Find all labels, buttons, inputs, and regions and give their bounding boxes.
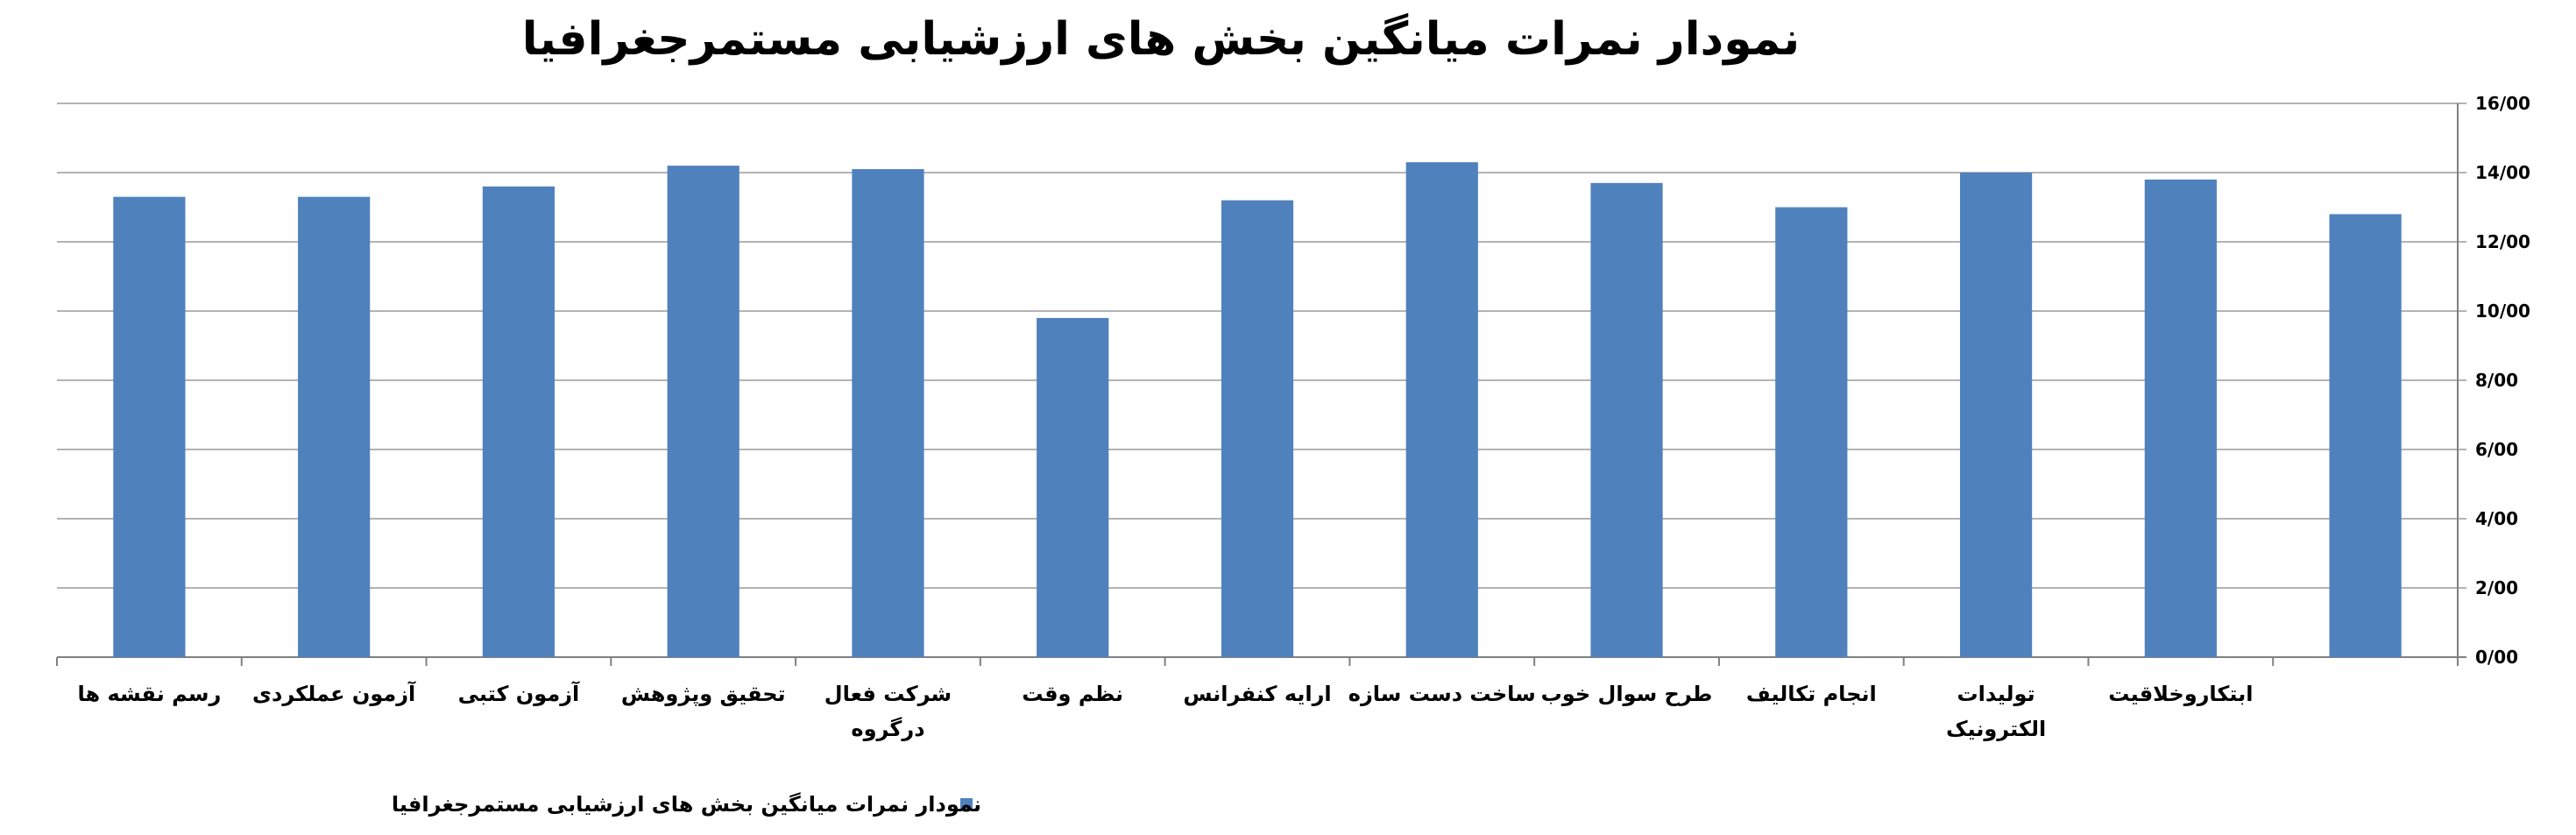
bar (1590, 182, 1663, 658)
y-tick-label: 2/00 (2475, 577, 2518, 598)
bar (1775, 207, 1848, 657)
y-tick-label: 8/00 (2475, 370, 2518, 391)
y-axis-ticks: 0/00 2/00 4/00 6/00 8/00 10/00 12/00 14/00 16/00 (2475, 93, 2530, 668)
y-tick-label: 6/00 (2475, 439, 2518, 460)
bar (667, 166, 740, 658)
bar (1037, 317, 1109, 657)
legend-swatch (960, 798, 973, 810)
category-label: تولیدات (1957, 682, 2035, 706)
bar (2329, 214, 2402, 657)
category-label: آزمون عملکردی (252, 681, 416, 706)
category-label: شرکت فعال (824, 682, 952, 706)
category-label: آزمون کتبی (458, 681, 580, 706)
bar (482, 186, 556, 658)
y-tick-label: 4/00 (2475, 508, 2518, 529)
chart-title: نمودار نمرات میانگین بخش های ارزشیابی مس… (522, 12, 1800, 66)
bar (298, 196, 371, 657)
category-labels: رسم نقشه ها آزمون عملکردی آزمون کتبی تحقیق … (77, 681, 2253, 741)
bar (1221, 200, 1294, 658)
bar (113, 196, 186, 657)
category-label: رسم نقشه ها (77, 682, 221, 706)
bar (1959, 173, 2033, 657)
y-tick-label: 12/00 (2475, 231, 2530, 252)
category-label: انجام تکالیف (1746, 682, 1877, 706)
category-label: تحقیق وپژوهش (621, 682, 786, 706)
y-tick-label: 14/00 (2475, 162, 2530, 183)
category-label: ابتکاروخلاقیت (2108, 682, 2253, 706)
bar (1405, 162, 1478, 657)
category-label: الکترونیک (1946, 717, 2046, 741)
legend: نمودار نمرات میانگین بخش های ارزشیابی مس… (392, 792, 981, 817)
legend-label: نمودار نمرات میانگین بخش های ارزشیابی مس… (392, 792, 981, 817)
y-tick-label: 0/00 (2475, 647, 2518, 668)
y-tick-label: 16/00 (2475, 93, 2530, 114)
bar (2144, 179, 2217, 657)
bars (113, 162, 2402, 658)
bar (852, 169, 924, 658)
category-label: ساخت دست سازه (1348, 682, 1536, 706)
category-label: ارایه کنفرانس (1183, 682, 1331, 706)
category-label: درگروه (851, 717, 924, 741)
category-label: طرح سوال خوب (1541, 682, 1713, 706)
category-label: نظم وقت (1022, 682, 1123, 706)
y-tick-label: 10/00 (2475, 301, 2530, 322)
